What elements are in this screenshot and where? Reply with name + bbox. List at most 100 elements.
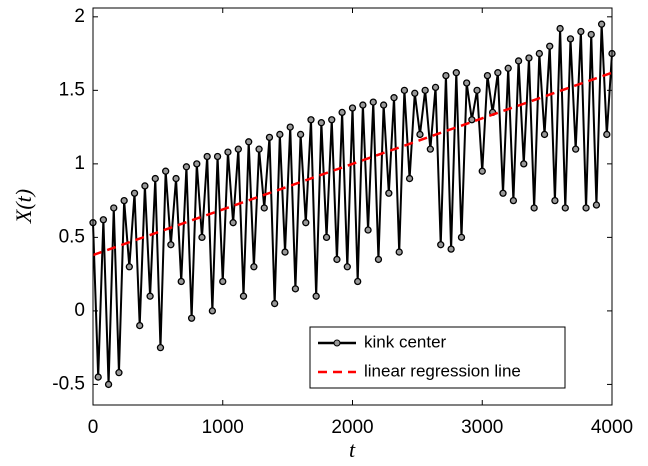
point	[405, 174, 414, 183]
point	[281, 248, 289, 256]
point	[239, 292, 248, 300]
point	[172, 174, 180, 183]
point	[572, 145, 580, 153]
point	[136, 321, 144, 330]
point	[597, 20, 606, 28]
point	[535, 49, 543, 58]
point	[307, 116, 315, 124]
point	[354, 277, 362, 286]
point	[187, 314, 196, 322]
point	[603, 130, 611, 139]
point	[400, 86, 409, 94]
legend-label: linear regression line	[364, 361, 521, 380]
point	[250, 263, 258, 271]
y-tick-label: 1.5	[59, 79, 85, 100]
point	[312, 292, 320, 300]
point	[514, 57, 523, 65]
point	[509, 196, 518, 205]
point	[577, 27, 585, 36]
point	[182, 163, 191, 171]
point	[120, 196, 128, 205]
x-tick-label: 0	[88, 417, 99, 438]
axes-box	[92, 7, 613, 406]
point	[255, 145, 263, 153]
y-tick-label: 2	[74, 6, 85, 27]
point	[520, 160, 528, 168]
point	[219, 277, 227, 286]
x-axis-label: t	[349, 437, 356, 462]
point	[291, 285, 300, 293]
point	[582, 204, 590, 212]
point	[390, 94, 398, 102]
point	[245, 138, 253, 146]
point	[385, 189, 393, 197]
point	[546, 42, 554, 50]
point	[343, 263, 351, 271]
point	[379, 101, 388, 109]
point	[426, 145, 435, 153]
point	[395, 248, 403, 256]
point	[115, 369, 123, 377]
point	[556, 24, 564, 33]
point	[447, 245, 455, 253]
series-line	[92, 71, 613, 257]
point	[561, 204, 569, 212]
point	[592, 201, 601, 209]
x-tick-label: 1000	[202, 417, 244, 438]
point	[234, 145, 242, 153]
point	[566, 35, 575, 43]
point	[141, 182, 149, 190]
point	[302, 219, 310, 227]
point	[551, 196, 559, 205]
x-tick-label: 3000	[461, 417, 503, 438]
point	[193, 160, 201, 168]
point	[286, 123, 294, 131]
x-tick-label: 4000	[591, 417, 633, 438]
point	[364, 226, 372, 234]
point	[276, 130, 284, 139]
point	[437, 241, 445, 249]
point	[452, 69, 460, 77]
x-tick-label: 2000	[331, 417, 373, 438]
point	[338, 108, 346, 117]
point	[146, 292, 154, 300]
point	[156, 344, 165, 352]
point	[442, 71, 450, 80]
point	[162, 167, 170, 175]
point	[99, 216, 108, 224]
point	[167, 241, 175, 249]
point	[416, 130, 424, 139]
point	[530, 204, 538, 212]
point	[322, 233, 331, 242]
point	[125, 263, 133, 271]
y-tick-label: -0.5	[52, 373, 85, 394]
point	[198, 233, 206, 242]
point	[130, 189, 139, 197]
legend-label: kink center	[364, 332, 447, 351]
point	[317, 119, 326, 127]
point	[540, 130, 549, 139]
point	[328, 116, 336, 124]
point	[203, 152, 211, 161]
point	[494, 69, 502, 77]
point	[525, 54, 533, 62]
point	[468, 116, 476, 124]
point	[478, 167, 486, 175]
point	[260, 204, 268, 212]
point	[369, 98, 377, 106]
point	[359, 101, 367, 109]
point	[463, 79, 471, 87]
point	[104, 380, 113, 389]
legend-marker	[333, 339, 341, 347]
point	[473, 86, 481, 94]
legend-box	[309, 326, 566, 389]
point	[177, 277, 185, 286]
point	[499, 189, 507, 197]
point	[348, 104, 357, 112]
point	[333, 255, 341, 264]
point	[110, 204, 118, 212]
point	[151, 174, 159, 183]
point	[457, 233, 466, 242]
y-tick-label: 1	[74, 153, 85, 174]
